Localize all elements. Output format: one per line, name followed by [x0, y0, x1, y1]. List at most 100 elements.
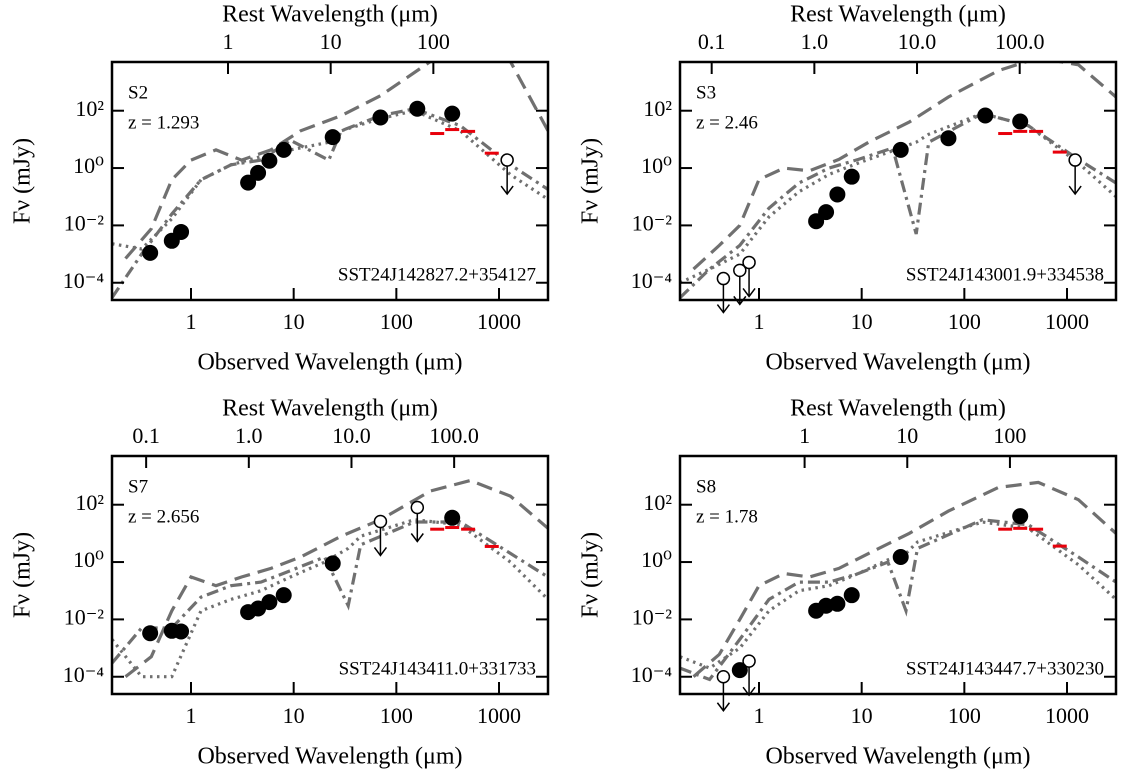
y-axis-title: Fν (mJy) [10, 138, 36, 224]
upper-limit [1068, 153, 1082, 196]
y-tick-label: 10⁰ [73, 547, 104, 572]
y-tick-label: 10⁻⁴ [631, 268, 673, 293]
limit-arrow-head [410, 533, 424, 543]
x-axis-title: Observed Wavelength (μm) [765, 350, 1030, 376]
redshift-label: z = 1.293 [128, 112, 199, 133]
x-tick-label: 1 [186, 309, 197, 334]
x2-axis-title: Rest Wavelength (μm) [790, 396, 1006, 422]
panel-label: S7 [128, 476, 148, 497]
x-tick-label: 100 [380, 309, 413, 334]
panel: 1 10 100 1000 0.1 1.0 10.0 100.0 10⁻⁴ 10⁻² 10⁰ 10² O… [10, 396, 550, 770]
y-tick-label: 10² [643, 96, 672, 121]
flux-point [829, 186, 846, 203]
limit-circle [742, 654, 756, 668]
y-tick-label: 10² [75, 96, 104, 121]
limit-circle [410, 500, 425, 515]
y-tick-label: 10⁻² [64, 210, 105, 235]
x2-tick-label: 10 [896, 423, 918, 448]
x-axis-title: Observed Wavelength (μm) [197, 350, 462, 376]
model-curve [124, 62, 548, 260]
flux-point [409, 100, 426, 117]
panel-label: S3 [696, 82, 716, 103]
flux-point [261, 594, 278, 611]
limit-circle [500, 153, 514, 167]
upper-limit [716, 271, 731, 314]
x-tick-label: 1000 [1045, 309, 1089, 334]
y-tick-label: 10⁻² [632, 210, 673, 235]
y-tick-label: 10⁰ [641, 547, 672, 572]
flux-point [173, 223, 190, 240]
x2-tick-label: 100.0 [429, 423, 479, 448]
x-tick-label: 1000 [477, 703, 521, 728]
flux-point [843, 587, 860, 604]
plot-frame [678, 60, 1118, 302]
model-curve [680, 520, 1116, 670]
limit-arrow-head [742, 288, 756, 298]
model-curve [112, 520, 548, 665]
x-axis-title: Observed Wavelength (μm) [765, 744, 1030, 770]
flux-point [1012, 508, 1029, 525]
model-curve [692, 480, 1116, 678]
y-tick-label: 10² [643, 490, 672, 515]
source-name: SST24J143411.0+331733 [339, 658, 536, 679]
flux-point [324, 555, 341, 572]
flux-point [142, 625, 159, 642]
upper-limit [742, 654, 756, 697]
y-tick-label: 10⁻² [632, 604, 673, 629]
x2-tick-label: 10 [320, 29, 342, 54]
x-tick-label: 10 [851, 703, 873, 728]
redshift-label: z = 2.46 [696, 112, 758, 133]
y-tick-label: 10⁻⁴ [63, 662, 105, 687]
panel-label: S2 [128, 82, 148, 103]
x2-tick-label: 0.1 [698, 29, 726, 54]
flux-point [892, 141, 909, 158]
limit-circle [742, 255, 756, 270]
x2-tick-label: 10.0 [332, 423, 371, 448]
source-name: SST24J143001.9+334538 [906, 264, 1104, 285]
upper-limit [500, 153, 514, 196]
x2-tick-label: 100 [993, 423, 1026, 448]
flux-point [324, 129, 341, 146]
x2-axis-title: Rest Wavelength (μm) [222, 396, 438, 422]
flux-point [250, 164, 267, 181]
model-curve [124, 478, 548, 678]
x-tick-label: 1000 [477, 309, 521, 334]
flux-point [1012, 113, 1029, 130]
flux-point [829, 595, 846, 612]
upper-limit [410, 500, 425, 543]
x2-axis-title: Rest Wavelength (μm) [222, 2, 438, 28]
limit-arrow-head [373, 547, 388, 557]
limit-circle [733, 263, 747, 278]
flux-point [731, 662, 748, 679]
upper-limit [742, 255, 756, 298]
limit-circle [716, 271, 731, 286]
flux-point [372, 109, 389, 126]
panel-label: S8 [696, 476, 716, 497]
x-tick-label: 100 [380, 703, 413, 728]
x-tick-label: 100 [948, 703, 981, 728]
panel: 1 10 100 1000 1 10 100 10⁻⁴ 10⁻² 10⁰ 10² Observed W… [10, 2, 550, 376]
x2-tick-label: 1 [799, 423, 810, 448]
flux-point [173, 623, 190, 640]
limit-circle [1068, 153, 1082, 167]
flux-point [892, 549, 909, 566]
limit-arrow-head [716, 702, 731, 712]
x-tick-label: 100 [948, 309, 981, 334]
x2-axis-title: Rest Wavelength (μm) [790, 2, 1006, 28]
y-tick-label: 10⁰ [641, 153, 672, 178]
x2-tick-label: 1 [223, 29, 234, 54]
limit-circle [373, 514, 388, 529]
flux-point [444, 509, 461, 526]
limit-circle [716, 669, 731, 684]
flux-point [977, 107, 994, 124]
x2-tick-label: 10.0 [898, 29, 937, 54]
upper-limit [373, 514, 388, 557]
y-tick-label: 10⁻² [64, 604, 105, 629]
source-name: SST24J142827.2+354127 [338, 264, 536, 285]
plot-frame [678, 454, 1118, 696]
flux-point [818, 204, 835, 221]
x2-tick-label: 1.0 [801, 29, 829, 54]
x2-tick-label: 100.0 [995, 29, 1044, 54]
